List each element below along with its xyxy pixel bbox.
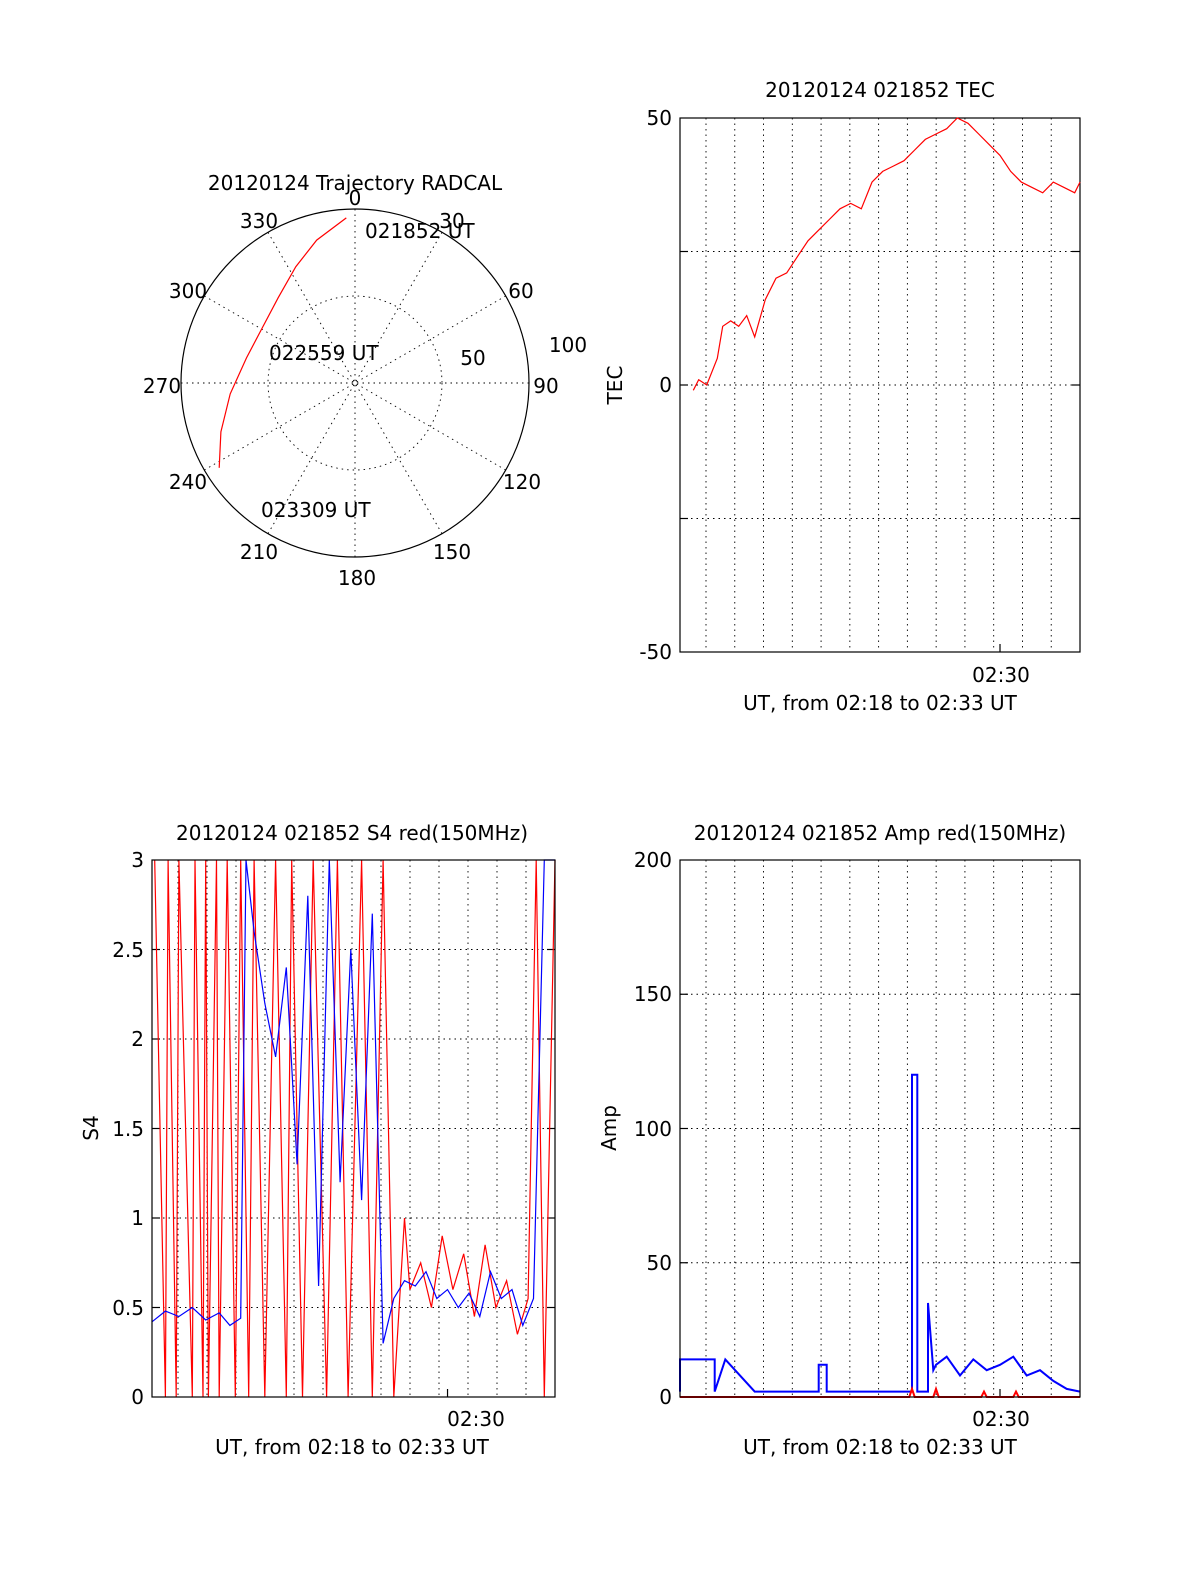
- azimuth-label-180: 180: [338, 566, 376, 590]
- tec-frame: [679, 117, 1081, 653]
- trajectory-end-label: 023309 UT: [261, 498, 371, 522]
- s4-title: 20120124 021852 S4 red(150MHz): [176, 821, 528, 845]
- s4-ytick-2-5: 2.5: [112, 938, 144, 962]
- tec-series-line: [692, 117, 1081, 391]
- azimuth-label-60: 60: [508, 279, 533, 303]
- polar-spoke-30: [267, 232, 443, 534]
- ring-label-50: 50: [460, 346, 485, 370]
- amp-xlabel: UT, from 02:18 to 02:33 UT: [743, 1435, 1018, 1459]
- tec-ticks: [680, 250, 1080, 652]
- amp-ylabel: Amp: [597, 1105, 621, 1151]
- amp-ytick-100: 100: [634, 1117, 672, 1141]
- s4-xtick-0230: 02:30: [447, 1407, 505, 1431]
- tec-ytick-minus50: -50: [639, 640, 672, 664]
- amp-ytick-200: 200: [634, 848, 672, 872]
- amp-xtick-0230: 02:30: [972, 1407, 1030, 1431]
- amp-title: 20120124 021852 Amp red(150MHz): [694, 821, 1066, 845]
- amp-ytick-0: 0: [659, 1385, 672, 1409]
- azimuth-label-270: 270: [143, 374, 181, 398]
- s4-panel: 20120124 021852 S4 red(150MHz) 3 2.5 2 1…: [79, 821, 556, 1459]
- tec-xtick-0230: 02:30: [972, 663, 1030, 687]
- polar-inner-ring: [267, 295, 443, 471]
- tec-title: 20120124 021852 TEC: [765, 78, 995, 102]
- trajectory-mid-label: 022559 UT: [269, 341, 379, 365]
- tec-ylabel: TEC: [603, 366, 627, 406]
- s4-xlabel: UT, from 02:18 to 02:33 UT: [215, 1435, 490, 1459]
- s4-frame: [151, 859, 556, 1398]
- polar-title: 20120124 Trajectory RADCAL: [208, 171, 503, 195]
- trajectory-start-label: 021852 UT: [365, 219, 475, 243]
- s4-ylabel: S4: [79, 1115, 103, 1140]
- polar-spoke-120: [204, 295, 506, 471]
- azimuth-label-0: 0: [349, 186, 362, 210]
- tec-xlabel: UT, from 02:18 to 02:33 UT: [743, 691, 1018, 715]
- azimuth-label-210: 210: [240, 540, 278, 564]
- tec-ytick-0: 0: [659, 373, 672, 397]
- azimuth-label-90: 90: [533, 374, 558, 398]
- tec-panel: 20120124 021852 TEC 50 0 -50 02:30 UT, f…: [603, 78, 1081, 715]
- polar-spoke-60: [204, 295, 506, 471]
- s4-ytick-1-5: 1.5: [112, 1117, 144, 1141]
- tec-ytick-50: 50: [647, 106, 672, 130]
- s4-ytick-2: 2: [131, 1027, 144, 1051]
- tec-gridlines: [680, 118, 1080, 652]
- s4-red-series-line: [154, 859, 556, 1398]
- azimuth-label-120: 120: [503, 470, 541, 494]
- polar-trajectory-panel: 20120124 Trajectory RADCAL 0 30 60 90 12…: [143, 171, 587, 590]
- amp-ytick-150: 150: [634, 982, 672, 1006]
- amp-gridlines: [680, 860, 1080, 1397]
- polar-spoke-150: [267, 232, 443, 534]
- s4-ytick-3: 3: [131, 848, 144, 872]
- amp-panel: 20120124 021852 Amp red(150MHz) 200 150 …: [597, 821, 1081, 1459]
- azimuth-label-150: 150: [433, 540, 471, 564]
- amp-ticks: [680, 993, 1080, 1397]
- amp-blue-series-line: [679, 1073, 1081, 1393]
- s4-ytick-0-5: 0.5: [112, 1296, 144, 1320]
- azimuth-label-30: 30: [439, 209, 464, 233]
- s4-blue-series-line: [151, 859, 555, 1344]
- s4-ytick-0: 0: [131, 1385, 144, 1409]
- ring-label-100: 100: [549, 333, 587, 357]
- s4-ytick-1: 1: [131, 1206, 144, 1230]
- amp-ytick-50: 50: [647, 1251, 672, 1275]
- azimuth-label-300: 300: [169, 279, 207, 303]
- trajectory-line: [218, 217, 347, 468]
- azimuth-label-330: 330: [240, 209, 278, 233]
- azimuth-label-240: 240: [169, 470, 207, 494]
- amp-red-series-line: [680, 1385, 1080, 1398]
- amp-frame: [679, 859, 1081, 1398]
